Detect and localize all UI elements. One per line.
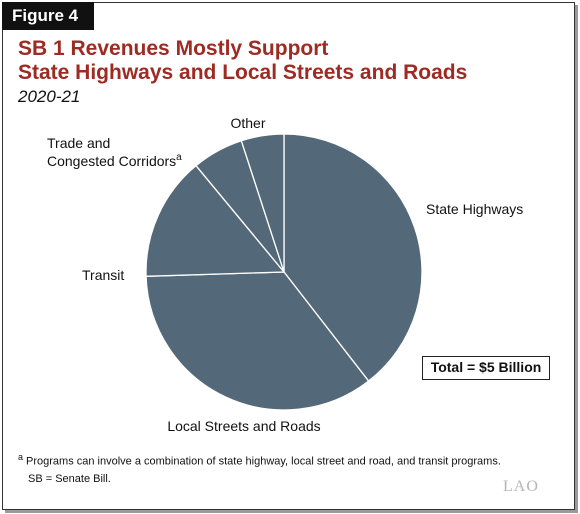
pie-label-transit: Transit (82, 267, 124, 283)
footnote-marker: a (18, 452, 24, 462)
pie-slice-state-highways (283, 133, 423, 382)
pie-label-state-highways: State Highways (426, 201, 523, 217)
pie-slice-local-streets-and-roads (145, 271, 370, 411)
chart-subtitle: 2020-21 (18, 87, 81, 106)
pie-label-other: Other (230, 115, 265, 131)
pie-slices (145, 133, 423, 411)
chart-title-line-1: SB 1 Revenues Mostly Support (18, 37, 329, 60)
pie-labels: State Highways Local Streets and Roads Tra… (47, 115, 523, 434)
lao-logo: LAO (503, 478, 539, 495)
chart-title-line-2: State Highways and Local Streets and Roa… (18, 61, 468, 84)
figure-label: Figure 4 (2, 2, 94, 30)
pie-label-local-streets-and-roads: Local Streets and Roads (167, 418, 320, 434)
chart-title: SB 1 Revenues Mostly Support State Highw… (18, 37, 467, 85)
abbreviation-note: SB = Senate Bill. (28, 473, 111, 485)
pie-slice-transit (145, 164, 286, 278)
pie-label-trade-and-congested-corridors: Trade and Congested Corridorsa (47, 135, 182, 169)
total-label: Total = $5 Billion (422, 356, 550, 380)
footnote: a Programs can involve a combination of s… (18, 452, 501, 468)
footnote-text: Programs can involve a combination of st… (26, 455, 501, 468)
pie-slice-other (240, 133, 285, 273)
